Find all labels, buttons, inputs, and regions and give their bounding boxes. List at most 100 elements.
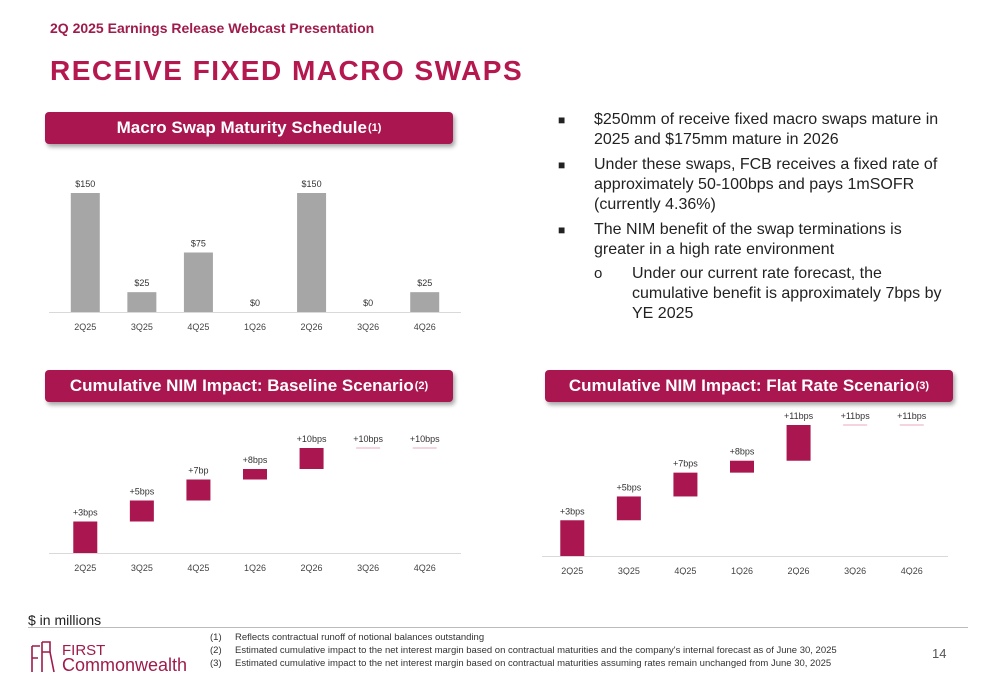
data-label-2Q25: +3bps: [73, 508, 98, 518]
logo-line-1: FIRST: [62, 642, 105, 659]
tick-label-4Q25: 4Q25: [187, 563, 209, 573]
data-label-3Q25: $25: [134, 278, 149, 288]
data-label-4Q26: $25: [417, 278, 432, 288]
bar-2Q25: [560, 520, 585, 556]
first-commonwealth-logo: FIRST Commonwealth: [31, 641, 187, 674]
data-label-2Q25: $150: [75, 179, 95, 189]
page-title: RECEIVE FIXED MACRO SWAPS: [50, 55, 524, 86]
bar-4Q25: [186, 479, 211, 501]
bullet-text: The NIM benefit of the swap terminations…: [594, 221, 902, 258]
tick-label-2Q25: 2Q25: [561, 566, 583, 575]
footnote-2: (2) Estimated cumulative impact to the ne…: [210, 645, 837, 656]
data-label-2Q26: +11bps: [784, 411, 814, 421]
flat-panel-header: Cumulative NIM Impact: Flat Rate Scenari…: [545, 370, 953, 402]
data-label-1Q26: +8bps: [243, 455, 268, 465]
bar-2Q26: [297, 193, 327, 312]
tick-label-4Q26: 4Q26: [901, 566, 923, 575]
baseline-panel-header: Cumulative NIM Impact: Baseline Scenario…: [45, 370, 453, 402]
bar-4Q25: [183, 252, 213, 312]
bar-3Q25: [127, 292, 157, 312]
tick-label-3Q26: 3Q26: [357, 322, 379, 332]
data-label-4Q26: +11bps: [897, 411, 927, 421]
bar-2Q26: [299, 448, 324, 469]
bullet-item: ■ The NIM benefit of the swap termination…: [558, 220, 948, 260]
bar-2Q25: [73, 521, 98, 553]
footnote-number: (2): [210, 645, 222, 656]
bar-1Q26: [730, 460, 754, 473]
data-label-1Q26: +8bps: [730, 447, 755, 457]
tick-label-2Q26: 2Q26: [788, 566, 810, 575]
data-label-3Q25: +5bps: [616, 482, 641, 492]
bullet-list: ■ $250mm of receive fixed macro swaps mat…: [558, 110, 948, 329]
data-label-4Q25: +7bp: [188, 466, 208, 476]
data-label-4Q25: $75: [191, 239, 206, 249]
footer-divider: [28, 627, 968, 628]
bar-1Q26: [243, 469, 267, 480]
logo-line-2: Commonwealth: [62, 655, 187, 674]
bar-3Q25: [129, 500, 154, 522]
bar-4Q25: [673, 472, 698, 497]
data-label-3Q26: +10bps: [353, 434, 383, 444]
data-label-4Q26: +10bps: [410, 434, 440, 444]
page-number: 14: [932, 646, 947, 661]
logo-mark-icon: [31, 641, 55, 673]
footnote-number: (3): [210, 658, 222, 669]
data-label-3Q25: +5bps: [129, 487, 154, 497]
tick-label-2Q26: 2Q26: [301, 322, 323, 332]
maturity-panel-footnote-ref: (1): [367, 122, 382, 134]
data-label-4Q25: +7bps: [673, 459, 698, 469]
flat-waterfall-chart: +3bps 2Q25 +5bps 3Q25 +7bps 4Q25 +8bps 1Q26 +11b…: [542, 411, 948, 575]
baseline-waterfall-chart: +3bps 2Q25 +5bps 3Q25 +7bp 4Q25 +8bps 1Q26 +10bp…: [49, 434, 461, 573]
tick-label-4Q26: 4Q26: [414, 563, 436, 573]
flat-panel-title: Cumulative NIM Impact: Flat Rate Scenari…: [568, 376, 915, 395]
footnote-text: Estimated cumulative impact to the net i…: [235, 645, 837, 656]
footnote-3: (3) Estimated cumulative impact to the ne…: [210, 658, 831, 669]
tick-label-2Q25: 2Q25: [74, 322, 96, 332]
sub-bullet-text: Under our current rate forecast, the cum…: [632, 265, 942, 322]
tick-label-3Q25: 3Q25: [131, 563, 153, 573]
bar-4Q26: [410, 292, 440, 312]
baseline-panel-title: Cumulative NIM Impact: Baseline Scenario: [69, 376, 414, 395]
tick-label-1Q26: 1Q26: [731, 566, 753, 575]
bullet-marker: ■: [558, 223, 566, 237]
presentation-subtitle: 2Q 2025 Earnings Release Webcast Present…: [50, 20, 375, 36]
footnote-text: Reflects contractual runoff of notional …: [235, 632, 485, 643]
sub-bullet-marker: o: [594, 265, 603, 282]
tick-label-3Q25: 3Q25: [131, 322, 153, 332]
tick-label-3Q25: 3Q25: [618, 566, 640, 575]
tick-label-4Q25: 4Q25: [674, 566, 696, 575]
bullet-text: Under these swaps, FCB receives a fixed …: [594, 156, 938, 213]
bar-2Q26: [786, 425, 811, 461]
maturity-panel-header: Macro Swap Maturity Schedule (1): [45, 112, 453, 144]
flat-panel-footnote-ref: (3): [915, 380, 930, 392]
bar-3Q25: [616, 496, 641, 521]
bullet-item: ■ $250mm of receive fixed macro swaps mat…: [558, 110, 948, 150]
maturity-bar-chart: $150 2Q25 $25 3Q25 $75 4Q25 $0 1Q26 $150 2Q26 $0 3Q…: [49, 179, 461, 332]
data-label-2Q26: +10bps: [297, 434, 327, 444]
bullet-text: $250mm of receive fixed macro swaps matu…: [594, 111, 939, 148]
footnote-text: Estimated cumulative impact to the net i…: [235, 658, 832, 669]
tick-label-1Q26: 1Q26: [244, 322, 266, 332]
footnote-number: (1): [210, 632, 222, 643]
footnote-1: (1) Reflects contractual runoff of notion…: [210, 632, 484, 643]
maturity-panel-title: Macro Swap Maturity Schedule: [116, 118, 367, 137]
data-label-1Q26: $0: [250, 298, 260, 308]
bullet-marker: ■: [558, 113, 566, 127]
data-label-2Q25: +3bps: [560, 506, 585, 516]
data-label-3Q26: +11bps: [841, 411, 871, 421]
units-note: $ in millions: [28, 612, 102, 628]
tick-label-2Q25: 2Q25: [74, 563, 96, 573]
tick-label-4Q25: 4Q25: [187, 322, 209, 332]
tick-label-4Q26: 4Q26: [414, 322, 436, 332]
bullet-item: ■ Under these swaps, FCB receives a fixed…: [558, 155, 948, 215]
tick-label-1Q26: 1Q26: [244, 563, 266, 573]
baseline-panel-footnote-ref: (2): [414, 380, 429, 392]
tick-label-2Q26: 2Q26: [301, 563, 323, 573]
sub-bullet-item: o Under our current rate forecast, the cu…: [558, 264, 948, 324]
tick-label-3Q26: 3Q26: [357, 563, 379, 573]
bar-2Q25: [70, 193, 100, 312]
bullet-marker: ■: [558, 158, 566, 172]
data-label-3Q26: $0: [363, 298, 373, 308]
data-label-2Q26: $150: [302, 179, 322, 189]
tick-label-3Q26: 3Q26: [844, 566, 866, 575]
